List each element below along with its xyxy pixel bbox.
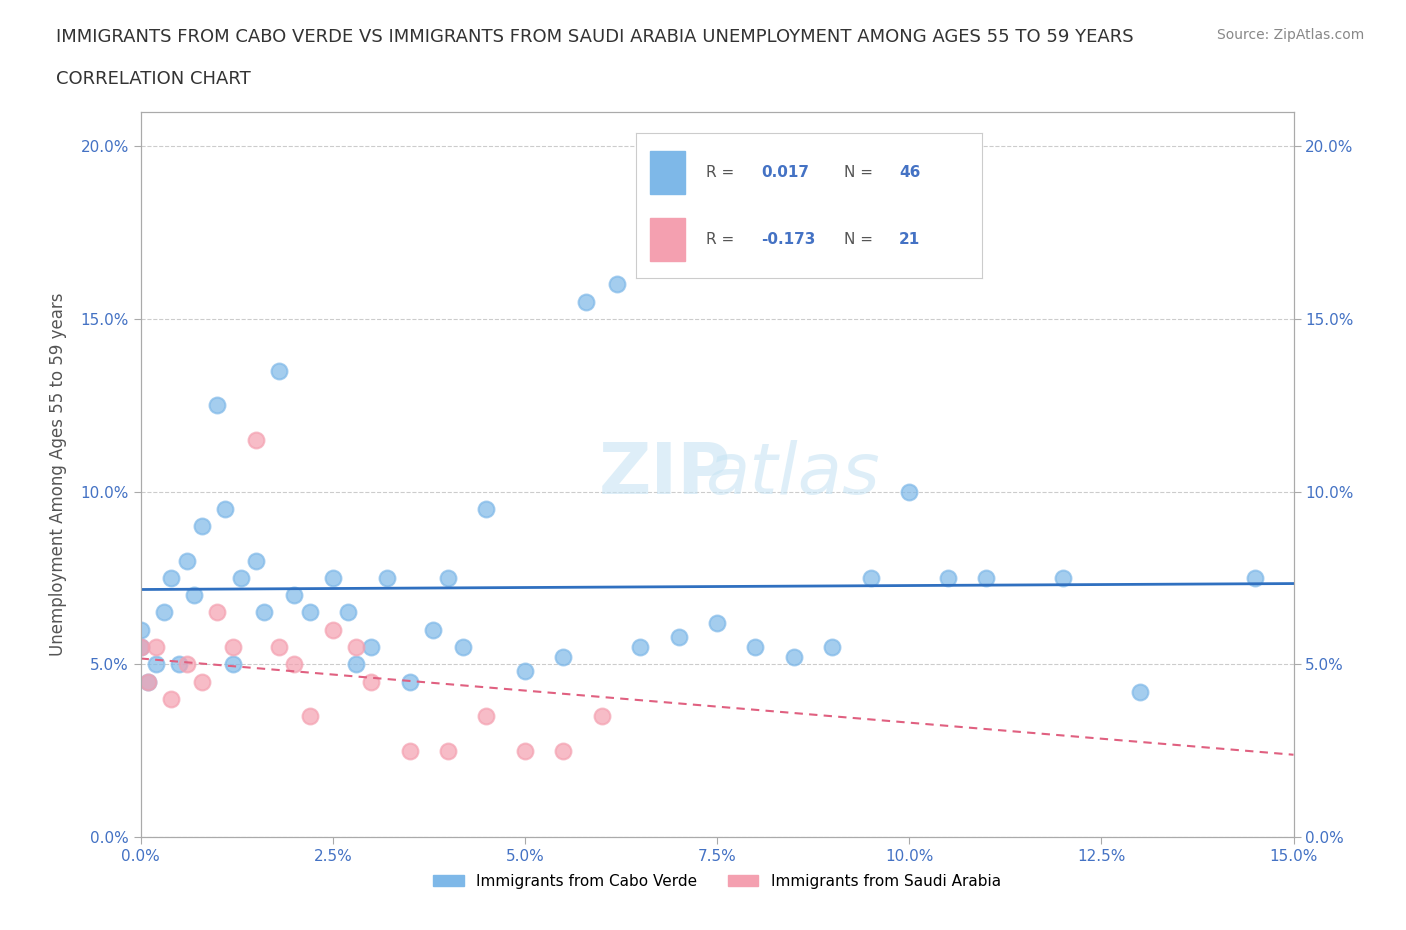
- Y-axis label: Unemployment Among Ages 55 to 59 years: Unemployment Among Ages 55 to 59 years: [49, 293, 66, 656]
- Text: IMMIGRANTS FROM CABO VERDE VS IMMIGRANTS FROM SAUDI ARABIA UNEMPLOYMENT AMONG AG: IMMIGRANTS FROM CABO VERDE VS IMMIGRANTS…: [56, 28, 1133, 46]
- Point: [160, 691, 183, 706]
- Point: [475, 709, 498, 724]
- Text: CORRELATION CHART: CORRELATION CHART: [56, 70, 252, 87]
- Point: [344, 657, 367, 671]
- Point: [267, 364, 290, 379]
- Point: [744, 640, 766, 655]
- Point: [322, 570, 344, 585]
- Point: [191, 674, 214, 689]
- Point: [145, 640, 167, 655]
- Point: [298, 605, 321, 620]
- Point: [360, 674, 382, 689]
- Point: [337, 605, 360, 620]
- Point: [475, 501, 498, 516]
- Point: [214, 501, 236, 516]
- Point: [152, 605, 174, 620]
- Point: [591, 709, 613, 724]
- Point: [453, 640, 475, 655]
- Point: [398, 743, 420, 758]
- Point: [513, 664, 536, 679]
- Point: [936, 570, 959, 585]
- Point: [575, 294, 598, 309]
- Point: [129, 640, 152, 655]
- Point: [974, 570, 997, 585]
- Point: [1244, 570, 1267, 585]
- Point: [229, 570, 252, 585]
- Point: [145, 657, 167, 671]
- Point: [783, 650, 806, 665]
- Point: [360, 640, 382, 655]
- Point: [245, 432, 267, 447]
- Point: [176, 553, 198, 568]
- Point: [136, 674, 159, 689]
- Point: [129, 622, 152, 637]
- Point: [859, 570, 882, 585]
- Text: Source: ZipAtlas.com: Source: ZipAtlas.com: [1216, 28, 1364, 42]
- Point: [422, 622, 444, 637]
- Point: [207, 605, 229, 620]
- Point: [283, 657, 305, 671]
- Text: ZIP: ZIP: [599, 440, 731, 509]
- Point: [1052, 570, 1074, 585]
- Point: [437, 570, 460, 585]
- Point: [136, 674, 159, 689]
- Point: [267, 640, 290, 655]
- Point: [375, 570, 398, 585]
- Point: [1129, 684, 1152, 699]
- Point: [191, 519, 214, 534]
- Point: [398, 674, 420, 689]
- Point: [628, 640, 651, 655]
- Point: [821, 640, 844, 655]
- Point: [553, 650, 575, 665]
- Point: [553, 743, 575, 758]
- Point: [183, 588, 205, 603]
- Point: [437, 743, 460, 758]
- Point: [222, 657, 245, 671]
- Point: [344, 640, 367, 655]
- Point: [898, 485, 921, 499]
- Point: [252, 605, 274, 620]
- Point: [606, 277, 628, 292]
- Point: [668, 630, 690, 644]
- Point: [283, 588, 305, 603]
- Point: [207, 398, 229, 413]
- Point: [322, 622, 344, 637]
- Point: [167, 657, 190, 671]
- Text: atlas: atlas: [704, 440, 879, 509]
- Point: [160, 570, 183, 585]
- Point: [176, 657, 198, 671]
- Point: [222, 640, 245, 655]
- Point: [245, 553, 267, 568]
- Point: [513, 743, 536, 758]
- Legend: Immigrants from Cabo Verde, Immigrants from Saudi Arabia: Immigrants from Cabo Verde, Immigrants f…: [427, 868, 1007, 895]
- Point: [298, 709, 321, 724]
- Point: [129, 640, 152, 655]
- Point: [706, 616, 728, 631]
